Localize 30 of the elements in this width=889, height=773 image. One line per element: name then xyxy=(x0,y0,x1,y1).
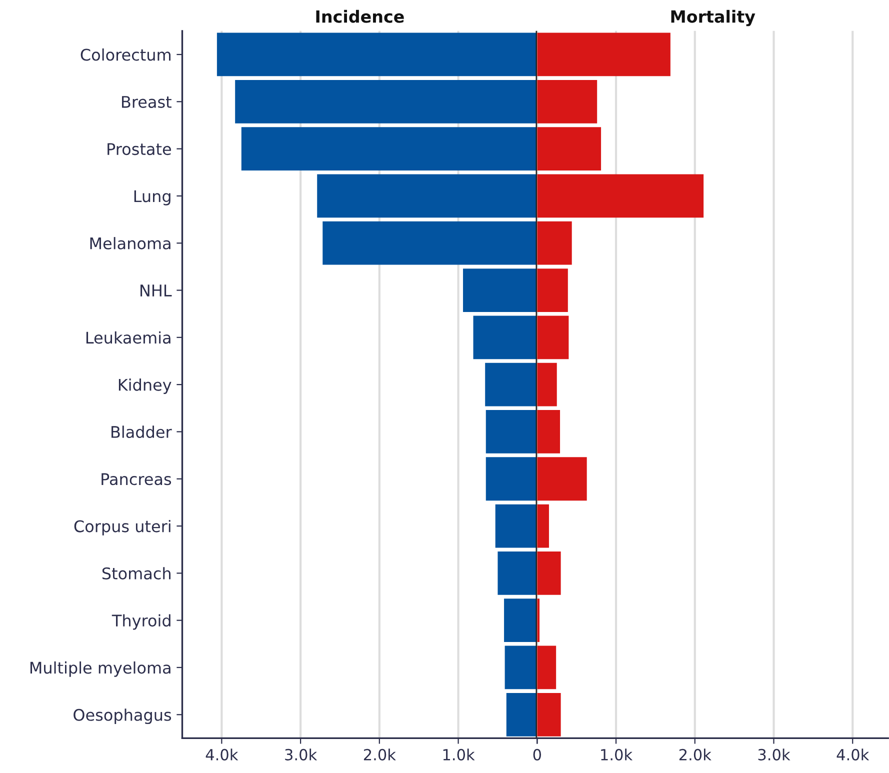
x-tick-label: 4.0k xyxy=(206,748,238,760)
x-tick-label: 0 xyxy=(533,748,541,760)
x-tick-label: 3.0k xyxy=(758,748,790,760)
bar xyxy=(537,504,549,548)
y-tick-label: Pancreas xyxy=(102,473,172,486)
bar xyxy=(537,127,602,170)
y-tick-label: Stomach xyxy=(102,567,170,580)
y-tick-label: Multiple myeloma xyxy=(30,661,170,677)
bar xyxy=(537,80,598,124)
bar xyxy=(537,221,572,265)
y-tick-label: Breast xyxy=(122,96,172,108)
chart-title: Incidence xyxy=(316,10,404,23)
y-tick-label: Corpus uteri xyxy=(74,520,170,536)
y-tick-label: Kidney xyxy=(118,378,172,394)
y-tick-label: Oesophagus xyxy=(74,708,172,724)
y-tick-label: Leukaemia xyxy=(86,331,170,344)
x-tick-label: 2.0k xyxy=(364,748,396,760)
y-tick-label: Colorectum xyxy=(80,48,170,61)
x-tick-label: 1.0k xyxy=(443,748,475,760)
x-tick-label: 4.0k xyxy=(836,748,870,760)
x-tick-label: 2.0k xyxy=(679,748,712,760)
y-tick-label: Thyroid xyxy=(112,614,170,630)
x-tick-label: 1.0k xyxy=(601,748,633,760)
x-tick-label: 3.0k xyxy=(285,748,318,760)
y-tick-label: Prostate xyxy=(108,143,171,156)
chart-title: Mortality xyxy=(671,10,756,26)
y-tick-label: Bladder xyxy=(112,426,172,438)
y-tick-label: NHL xyxy=(140,284,172,296)
y-tick-label: Lung xyxy=(134,190,170,206)
y-tick-label: Melanoma xyxy=(90,237,170,250)
